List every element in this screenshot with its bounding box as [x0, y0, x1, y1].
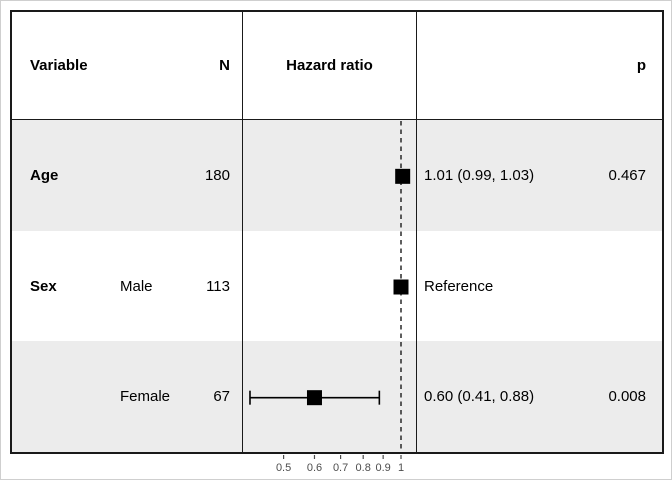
- header-cell-hazard-ratio: Hazard ratio: [242, 12, 417, 119]
- row-cell-plot: [242, 341, 417, 453]
- table-row: Female 67 0.60 (0.41, 0.88) 0.008: [12, 341, 662, 453]
- n-value: 113: [206, 277, 230, 295]
- x-tick-label: 1: [398, 462, 404, 474]
- variable-label: Sex: [30, 277, 57, 295]
- x-tick-label: 0.9: [376, 462, 391, 474]
- x-tick-label: 0.6: [307, 462, 322, 474]
- variable-label: Age: [30, 166, 59, 184]
- header-cell-p: p: [417, 12, 662, 119]
- table-row: Sex Male 113 Reference: [12, 230, 662, 342]
- row-cell-labels: Sex Male 113: [12, 231, 242, 342]
- n-value: 180: [204, 166, 230, 184]
- row-cell-values: 1.01 (0.99, 1.03) 0.467: [417, 120, 662, 231]
- header-cell-variable-n: Variable N: [12, 12, 242, 119]
- table-row: Age 180 1.01 (0.99, 1.03) 0.467: [12, 120, 662, 231]
- header-n-label: N: [219, 57, 230, 74]
- level-label: Male: [120, 277, 153, 295]
- x-tick-label: 0.7: [333, 462, 348, 474]
- x-tick-label: 0.8: [356, 462, 371, 474]
- row-cell-labels: Female 67: [12, 341, 242, 452]
- p-value: 0.008: [608, 388, 646, 406]
- header-variable-label: Variable: [30, 57, 88, 74]
- row-cell-labels: Age 180: [12, 120, 242, 231]
- estimate-ci-value: 0.60 (0.41, 0.88): [424, 388, 535, 406]
- header-hazard-ratio-label: Hazard ratio: [286, 57, 373, 74]
- row-cell-values: 0.60 (0.41, 0.88) 0.008: [417, 341, 662, 452]
- p-value: 0.467: [608, 166, 646, 184]
- row-cell-values: Reference: [417, 231, 662, 342]
- forest-table: Variable N Hazard ratio p Age 180 1.01 (…: [10, 10, 664, 454]
- n-value: 67: [213, 388, 230, 406]
- header-row: Variable N Hazard ratio p: [12, 12, 662, 120]
- level-label: Female: [120, 388, 171, 406]
- estimate-ci-value: 1.01 (0.99, 1.03): [424, 166, 535, 184]
- estimate-ci-value: Reference: [424, 277, 494, 295]
- row-cell-plot: [242, 120, 417, 231]
- x-tick-label: 0.5: [276, 462, 291, 474]
- row-cell-plot: [242, 230, 417, 342]
- header-p-label: p: [636, 57, 646, 74]
